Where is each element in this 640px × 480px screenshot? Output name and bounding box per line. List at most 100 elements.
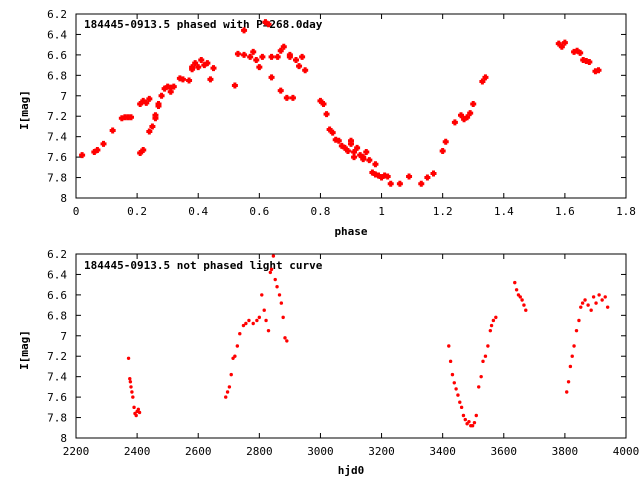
data-point: [247, 318, 251, 323]
data-point: [488, 328, 493, 333]
data-point: [451, 119, 458, 126]
unphased-x-tick-label: 2800: [246, 445, 273, 458]
data-point: [238, 332, 242, 336]
data-point: [132, 405, 136, 410]
phased-x-tick-label: 1: [378, 205, 385, 218]
data-point: [266, 328, 271, 333]
data-point: [594, 301, 598, 305]
data-point: [275, 285, 279, 289]
data-point: [317, 97, 324, 104]
data-point: [474, 413, 478, 418]
data-point: [424, 174, 431, 181]
data-point: [586, 303, 590, 307]
data-point: [260, 293, 264, 297]
data-point: [463, 417, 467, 422]
phased-x-tick-label: 0.6: [249, 205, 269, 218]
phased-y-tick-label: 7.6: [47, 151, 67, 164]
data-point: [234, 50, 241, 57]
data-point: [268, 74, 275, 81]
data-point: [522, 303, 526, 307]
data-point: [458, 400, 462, 404]
unphased-x-tick-label: 2400: [124, 445, 151, 458]
data-point: [482, 74, 489, 81]
data-point: [146, 128, 153, 135]
data-point: [130, 390, 134, 394]
data-point: [351, 149, 358, 155]
data-point: [452, 381, 456, 385]
data-point: [470, 100, 477, 107]
data-point: [94, 146, 101, 153]
data-point: [283, 94, 290, 101]
phased-y-tick-label: 6.4: [47, 28, 67, 41]
data-point: [458, 112, 464, 119]
data-point: [565, 390, 569, 394]
data-point: [467, 110, 474, 117]
data-point: [580, 301, 585, 305]
data-point: [155, 100, 162, 107]
phased-x-tick-label: 1.8: [616, 205, 636, 218]
data-point: [555, 40, 562, 47]
data-point: [251, 321, 255, 326]
data-point: [259, 53, 266, 60]
data-point: [140, 146, 147, 153]
phased-y-tick-label: 7.4: [47, 131, 67, 144]
data-point: [134, 413, 138, 418]
data-point: [447, 344, 451, 348]
data-point: [470, 424, 475, 428]
data-point: [384, 173, 391, 180]
phased-y-tick-label: 6.2: [47, 8, 67, 21]
phased-y-tick-label: 7.2: [47, 110, 67, 123]
data-point: [289, 94, 296, 101]
data-point: [363, 149, 370, 155]
unphased-y-tick-label: 7.8: [47, 412, 67, 425]
data-point: [514, 288, 519, 292]
data-point: [250, 48, 257, 55]
data-point: [302, 67, 309, 74]
data-point: [430, 170, 437, 177]
phased-plot-frame: [75, 13, 627, 199]
data-point: [605, 305, 610, 309]
data-point: [299, 53, 306, 60]
data-point: [479, 78, 486, 85]
data-point: [241, 51, 248, 58]
unphased-y-tick-label: 7.4: [47, 371, 67, 384]
data-point: [100, 140, 107, 147]
unphased-plot-title: 184445-0913.5 not phased light curve: [84, 259, 323, 272]
data-point: [255, 318, 259, 323]
unphased-x-tick-label: 3600: [491, 445, 518, 458]
data-point: [269, 267, 274, 272]
data-point: [241, 27, 248, 34]
data-point: [137, 100, 144, 107]
phased-y-tick-label: 7.8: [47, 172, 67, 185]
unphased-x-tick-label: 3200: [368, 445, 395, 458]
unphased-y-axis-title: I[mag]: [18, 330, 31, 370]
data-point: [79, 152, 86, 159]
phased-x-tick-label: 0.8: [311, 205, 331, 218]
data-point: [366, 157, 373, 164]
data-point: [204, 60, 211, 67]
phased-plot-title: 184445-0913.5 phased with P=268.0day: [84, 18, 323, 31]
data-point: [170, 83, 177, 90]
data-point: [597, 293, 601, 297]
data-point: [442, 138, 449, 145]
data-point: [281, 315, 285, 320]
data-point: [109, 127, 116, 134]
unphased-plot-frame: [75, 253, 627, 439]
unphased-x-tick-label: 3000: [307, 445, 334, 458]
data-point: [396, 180, 403, 187]
unphased-y-tick-label: 6.6: [47, 289, 67, 302]
data-point: [256, 64, 263, 71]
unphased-y-tick-label: 6.2: [47, 248, 67, 261]
data-point: [273, 277, 277, 282]
data-point: [192, 60, 199, 67]
data-point: [572, 344, 576, 348]
data-point: [143, 99, 150, 106]
unphased-y-tick-label: 7.6: [47, 391, 67, 404]
unphased-x-tick-label: 4000: [613, 445, 640, 458]
data-point: [481, 359, 485, 364]
phased-x-tick-label: 1.6: [555, 205, 575, 218]
data-point: [351, 154, 358, 161]
data-point: [372, 161, 379, 168]
data-point: [128, 114, 134, 121]
data-point: [360, 156, 367, 163]
